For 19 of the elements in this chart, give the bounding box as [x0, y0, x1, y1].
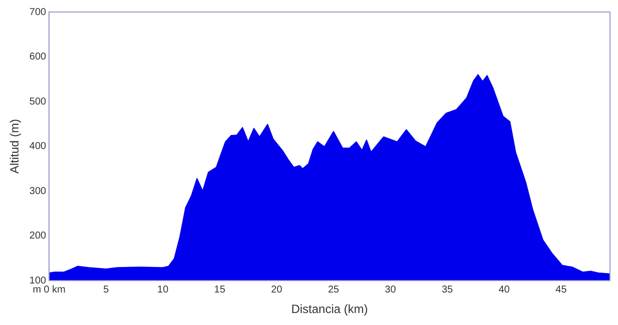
- y-tick-label: 300: [29, 186, 47, 197]
- x-tick-label: m 0 km: [32, 284, 66, 296]
- y-tick-label: 400: [29, 141, 47, 152]
- y-tick-label: 500: [29, 96, 47, 108]
- y-tick-label: 200: [29, 230, 47, 242]
- x-tick-label: 5: [103, 284, 110, 296]
- y-tick-label: 100: [29, 275, 47, 286]
- x-tick-label: 20: [271, 284, 283, 296]
- x-tick-label: 25: [328, 284, 340, 296]
- x-axis-title: Distancia (km): [291, 302, 368, 316]
- x-tick-label: 15: [214, 284, 226, 296]
- y-tick-label: 700: [29, 6, 47, 18]
- x-tick-label: 45: [556, 284, 568, 296]
- x-tick-label: 40: [498, 284, 510, 296]
- y-axis-title: Altitud (m): [8, 118, 22, 174]
- y-tick-label: 600: [29, 52, 47, 63]
- x-tick-label: 35: [442, 284, 454, 296]
- x-tick-label: 10: [157, 284, 169, 296]
- x-tick-label: 30: [384, 284, 396, 296]
